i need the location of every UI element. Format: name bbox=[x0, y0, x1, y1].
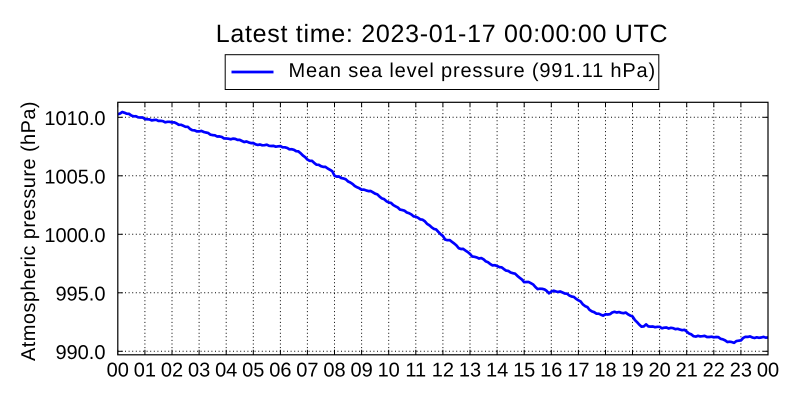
svg-text:14: 14 bbox=[486, 360, 508, 382]
svg-text:15: 15 bbox=[513, 360, 535, 382]
svg-text:1000.0: 1000.0 bbox=[44, 225, 105, 247]
svg-text:23: 23 bbox=[730, 360, 752, 382]
svg-text:12: 12 bbox=[432, 360, 454, 382]
svg-text:20: 20 bbox=[648, 360, 670, 382]
svg-text:18: 18 bbox=[594, 360, 616, 382]
svg-text:22: 22 bbox=[703, 360, 725, 382]
svg-text:06: 06 bbox=[269, 360, 291, 382]
svg-text:17: 17 bbox=[567, 360, 589, 382]
svg-text:995.0: 995.0 bbox=[55, 284, 105, 306]
svg-text:05: 05 bbox=[242, 360, 264, 382]
svg-text:10: 10 bbox=[378, 360, 400, 382]
svg-text:Atmospheric pressure (hPa): Atmospheric pressure (hPa) bbox=[18, 101, 40, 361]
svg-text:00: 00 bbox=[757, 360, 779, 382]
svg-text:19: 19 bbox=[621, 360, 643, 382]
svg-text:03: 03 bbox=[188, 360, 210, 382]
svg-text:08: 08 bbox=[323, 360, 345, 382]
svg-text:Mean sea level pressure (991.1: Mean sea level pressure (991.11 hPa) bbox=[289, 60, 656, 82]
svg-text:04: 04 bbox=[215, 360, 237, 382]
svg-text:07: 07 bbox=[296, 360, 318, 382]
svg-text:16: 16 bbox=[540, 360, 562, 382]
svg-text:02: 02 bbox=[161, 360, 183, 382]
svg-text:13: 13 bbox=[459, 360, 481, 382]
svg-text:21: 21 bbox=[676, 360, 698, 382]
svg-text:Latest time: 2023-01-17 00:00:: Latest time: 2023-01-17 00:00:00 UTC bbox=[216, 20, 669, 48]
svg-text:00: 00 bbox=[107, 360, 129, 382]
svg-text:11: 11 bbox=[405, 360, 426, 382]
svg-text:09: 09 bbox=[350, 360, 372, 382]
svg-text:01: 01 bbox=[134, 360, 156, 382]
svg-text:1010.0: 1010.0 bbox=[44, 108, 105, 130]
svg-text:1005.0: 1005.0 bbox=[44, 167, 105, 189]
svg-text:990.0: 990.0 bbox=[55, 342, 105, 364]
